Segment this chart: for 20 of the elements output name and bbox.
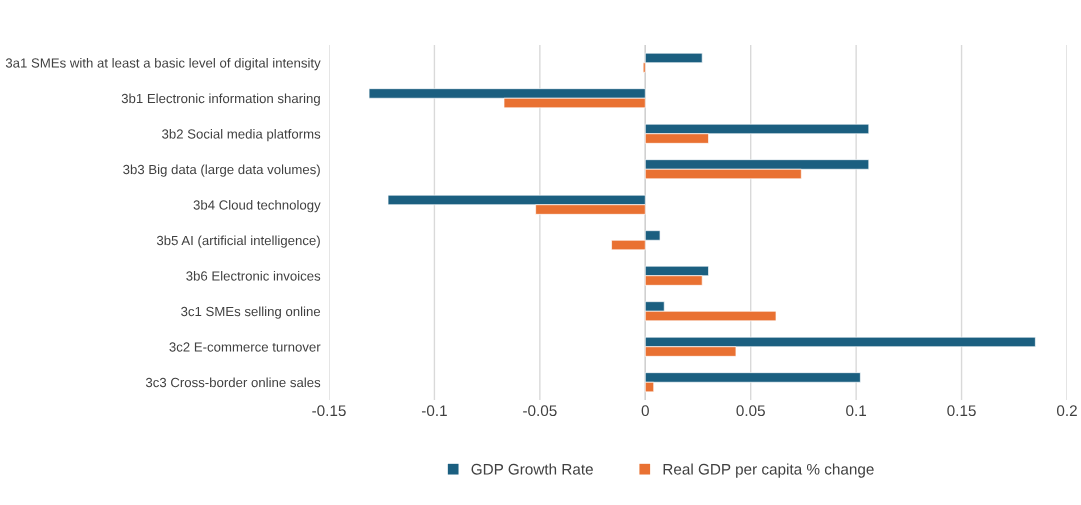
y-tick-label: 3b2 Social media platforms xyxy=(162,128,321,142)
legend-label: Real GDP per capita % change xyxy=(663,463,874,478)
y-tick-label: 3c1 SMEs selling online xyxy=(181,306,321,319)
y-tick-label: 3c3 Cross-border online sales xyxy=(145,377,321,388)
y-tick-label: 3b3 Big data (large data volumes) xyxy=(123,164,320,177)
x-tick-label: 0 xyxy=(641,405,649,417)
y-tick-label: 3b4 Cloud technology xyxy=(193,199,321,213)
legend-label: GDP Growth Rate xyxy=(471,463,593,475)
x-tick-label: 0.1 xyxy=(846,405,867,417)
x-tick-label: -0.05 xyxy=(523,405,557,417)
x-tick-label: -0.1 xyxy=(421,405,447,417)
y-tick-label: 3b5 AI (artificial intelligence) xyxy=(156,235,320,248)
x-tick-label: 0.15 xyxy=(947,405,976,417)
x-tick-label: -0.15 xyxy=(312,405,346,417)
y-tick-label: 3b1 Electronic information sharing xyxy=(121,93,320,106)
x-tick-label: 0.05 xyxy=(736,405,765,417)
y-tick-label: 3a1 SMEs with at least a basic level of digital intensity xyxy=(5,57,321,71)
x-tick-label: 0.2 xyxy=(1056,405,1077,417)
y-tick-label: 3c2 E-commerce turnover xyxy=(169,342,321,352)
y-tick-label: 3b6 Electronic invoices xyxy=(186,270,321,281)
